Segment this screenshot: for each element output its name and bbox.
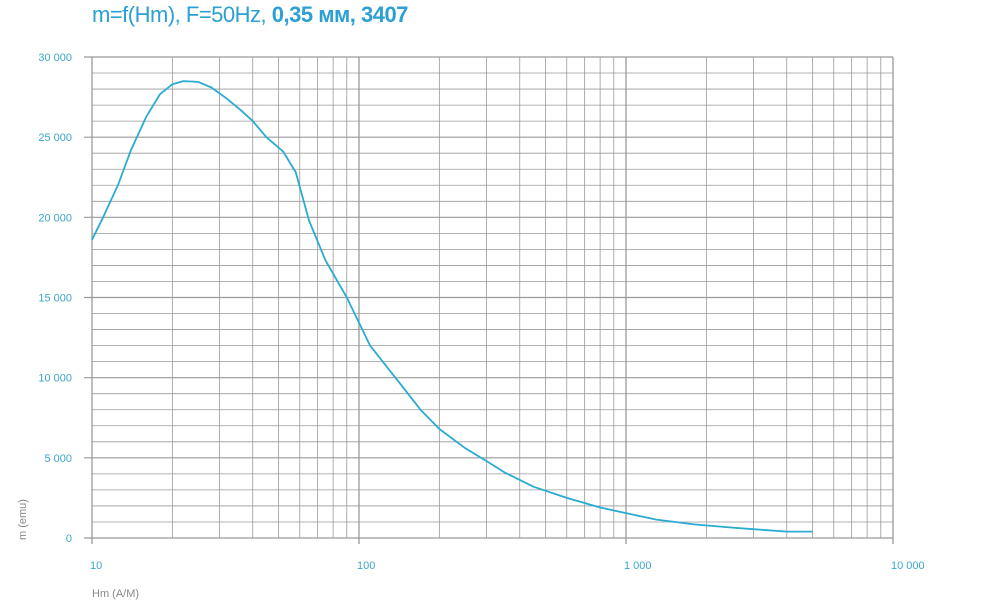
x-tick-label: 100 bbox=[357, 560, 375, 572]
x-tick-label: 10 000 bbox=[891, 560, 925, 572]
y-tick-label: 15 000 bbox=[38, 293, 72, 305]
title-bold-text: 0,35 мм, 3407 bbox=[271, 2, 409, 27]
y-tick-label: 0 bbox=[66, 533, 72, 545]
y-tick-label: 20 000 bbox=[38, 212, 72, 224]
grid bbox=[84, 56, 894, 544]
x-tick-label: 10 bbox=[90, 560, 102, 572]
x-axis-label: Hm (A/M) bbox=[92, 588, 139, 600]
title-text: m=f(Hm), F=50Hz, bbox=[92, 2, 267, 27]
y-tick-label: 5 000 bbox=[44, 453, 72, 465]
x-tick-label: 1 000 bbox=[624, 560, 652, 572]
y-tick-label: 10 000 bbox=[38, 373, 72, 385]
y-tick-label: 30 000 bbox=[38, 52, 72, 64]
chart-title: m=f(Hm), F=50Hz, 0,35 мм, 3407 bbox=[92, 2, 408, 28]
series-line bbox=[91, 80, 813, 533]
y-axis-label: m (emu) bbox=[17, 499, 29, 540]
y-tick-label: 25 000 bbox=[38, 132, 72, 144]
tick-labels: 0 5 000 10 000 15 000 20 000 25 000 30 000 10 10… bbox=[38, 52, 924, 572]
